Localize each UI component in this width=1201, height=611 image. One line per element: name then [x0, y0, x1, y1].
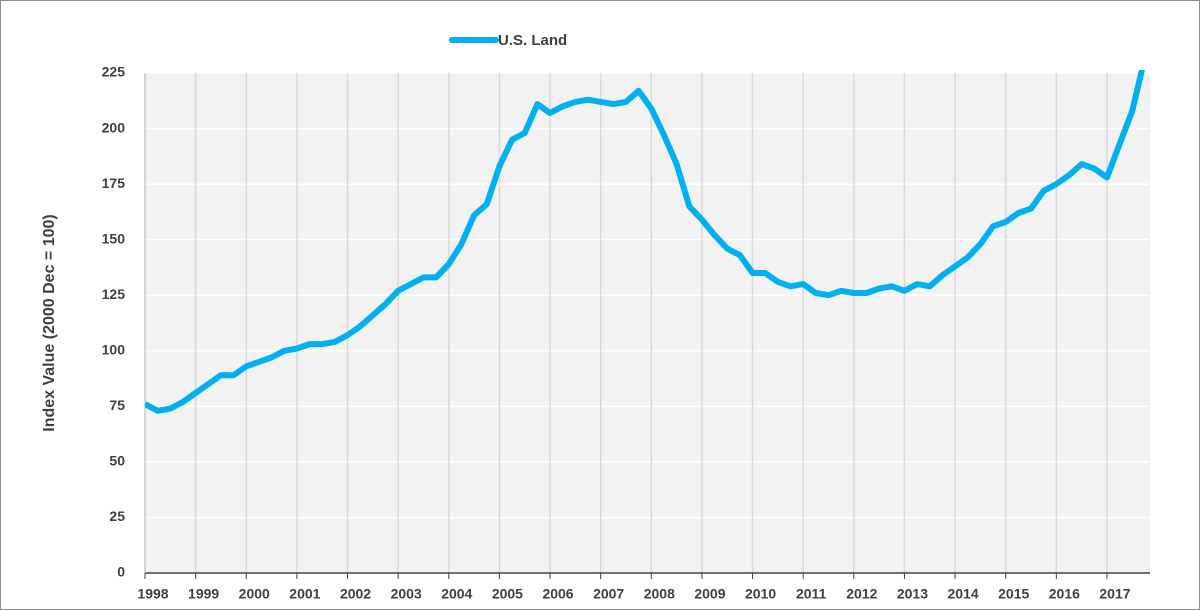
x-tick-label: 2016 [1049, 586, 1080, 602]
y-tick-label: 125 [102, 286, 126, 302]
x-tick-label: 2009 [694, 586, 725, 602]
y-tick-label: 50 [109, 453, 125, 469]
x-tick-label: 2015 [998, 586, 1029, 602]
y-tick-label: 150 [102, 230, 126, 246]
x-tick-label: 2005 [492, 586, 523, 602]
y-tick-label: 25 [109, 508, 125, 524]
x-tick-label: 2013 [897, 586, 928, 602]
x-tick-label: 1998 [137, 586, 168, 602]
y-tick-label: 75 [109, 397, 125, 413]
y-tick-label: 100 [102, 341, 126, 357]
x-tick-label: 2011 [796, 586, 827, 602]
y-axis-label: Index Value (2000 Dec = 100) [41, 214, 58, 431]
y-tick-label: 0 [117, 564, 125, 580]
x-tick-label: 2014 [947, 586, 978, 602]
x-tick-label: 2001 [289, 586, 320, 602]
x-tick-label: 2000 [239, 586, 270, 602]
line [145, 70, 1146, 414]
x-tick-label: 2010 [745, 586, 776, 602]
x-tick-label: 2007 [593, 586, 624, 602]
x-tick-label: 2017 [1099, 586, 1130, 602]
x-tick-label: 2006 [542, 586, 573, 602]
plot-area [145, 73, 1150, 573]
y-tick-label: 225 [102, 64, 126, 80]
x-tick-label: 2004 [441, 586, 472, 602]
x-tick-label: 2002 [340, 586, 371, 602]
x-tick-label: 2012 [846, 586, 877, 602]
x-tick-label: 2003 [391, 586, 422, 602]
y-tick-label: 200 [102, 119, 126, 135]
legend-label: U.S. Land [498, 32, 567, 49]
x-tick-label: 1999 [188, 586, 219, 602]
y-tick-label: 175 [102, 175, 126, 191]
x-tick-label: 2008 [644, 586, 675, 602]
